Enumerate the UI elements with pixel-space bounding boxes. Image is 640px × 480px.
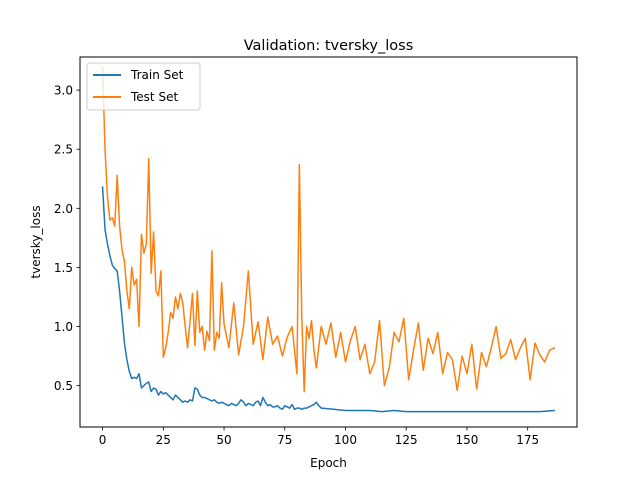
x-tick-label: 100 [334,433,357,447]
legend-label-test: Test Set [130,90,178,104]
y-tick-label: 1.0 [54,320,73,334]
legend: Train Set Test Set [86,62,201,111]
x-tick-label: 175 [516,433,539,447]
legend-label-train: Train Set [130,68,184,82]
axes-frame [79,56,578,428]
x-tick-label: 150 [456,433,479,447]
x-tick-label: 50 [216,433,231,447]
x-tick-label: 75 [277,433,292,447]
x-tick-label: 0 [99,433,107,447]
x-tick-label: 25 [156,433,171,447]
y-tick-label: 3.0 [54,84,73,98]
x-axis-label: Epoch [310,456,347,470]
y-tick-label: 1.5 [54,261,73,275]
y-axis-label: tversky_loss [29,205,43,278]
chart-title: Validation: tversky_loss [244,38,414,54]
plot-lines [101,65,556,413]
y-tick-label: 0.5 [54,379,73,393]
y-tick-label: 2.0 [54,202,73,216]
x-tick-label: 125 [395,433,418,447]
series-line-test [101,65,556,393]
y-tick-label: 2.5 [54,143,73,157]
axis-ticks: 0 25 50 75 100 125 150 175 0.5 1.0 1.5 2.0 2.5 3.0 [54,84,539,447]
series-line-train [101,186,556,413]
